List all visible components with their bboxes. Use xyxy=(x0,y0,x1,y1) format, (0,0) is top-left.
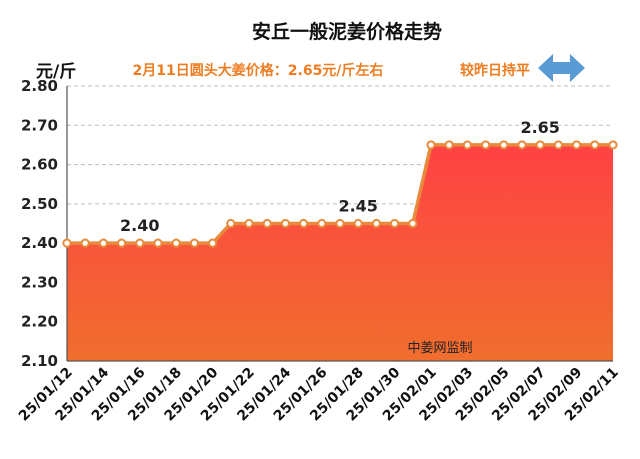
y-tick-label: 2.80 xyxy=(21,77,58,95)
data-point xyxy=(262,218,272,229)
data-label: 2.65 xyxy=(520,118,559,137)
chart-subtitle: 2月11日圆头大姜价格：2.65元/斤左右 xyxy=(133,62,384,79)
data-point xyxy=(608,140,618,150)
data-point xyxy=(499,140,509,150)
data-point xyxy=(208,238,218,248)
chart-title: 安丘一般泥姜价格走势 xyxy=(252,20,442,43)
data-point xyxy=(371,218,381,229)
data-point xyxy=(408,218,418,229)
data-point xyxy=(481,140,491,150)
data-points xyxy=(62,140,618,248)
data-point xyxy=(153,238,163,248)
trend-text: 较昨日持平 xyxy=(460,62,530,79)
data-label: 2.45 xyxy=(338,197,377,216)
data-point xyxy=(517,140,527,150)
data-point xyxy=(590,140,600,150)
y-tick-label: 2.10 xyxy=(21,352,58,370)
data-point xyxy=(353,218,363,229)
data-point xyxy=(189,238,199,248)
y-tick-label: 2.30 xyxy=(21,273,58,291)
y-axis-ticks: 2.10 2.20 2.30 2.40 2.50 2.60 2.70 2.80 xyxy=(21,77,58,370)
data-point xyxy=(299,218,309,229)
watermark: 中姜网监制 xyxy=(407,341,472,356)
data-point xyxy=(98,238,109,248)
data-point xyxy=(226,218,236,229)
data-point xyxy=(62,238,72,248)
data-point xyxy=(462,140,472,150)
y-axis-unit: 元/斤 xyxy=(36,62,76,82)
y-tick-label: 2.50 xyxy=(21,195,58,213)
axes xyxy=(66,86,613,362)
data-point xyxy=(390,218,400,229)
data-point xyxy=(135,238,145,248)
y-tick-label: 2.70 xyxy=(21,116,58,134)
area-fill xyxy=(67,144,613,361)
data-point xyxy=(117,238,127,248)
data-point xyxy=(171,238,181,248)
data-point xyxy=(535,140,545,150)
data-point xyxy=(317,218,327,229)
area-series xyxy=(67,143,613,361)
data-point xyxy=(572,140,582,150)
x-axis-ticks: 25/01/1225/01/1425/01/1625/01/1825/01/20… xyxy=(16,364,622,424)
data-point xyxy=(80,238,90,248)
data-point xyxy=(335,218,345,229)
y-tick-label: 2.20 xyxy=(21,313,58,331)
data-point xyxy=(426,140,436,150)
y-tick-label: 2.60 xyxy=(21,156,58,174)
data-point xyxy=(280,218,290,229)
data-labels: 2.40 2.45 2.65 xyxy=(120,118,560,235)
data-point xyxy=(444,140,454,150)
y-tick-label: 2.40 xyxy=(21,234,58,252)
data-label: 2.40 xyxy=(120,216,159,235)
left-right-arrow-icon xyxy=(538,54,585,82)
data-point xyxy=(553,140,564,150)
data-point xyxy=(244,218,254,229)
